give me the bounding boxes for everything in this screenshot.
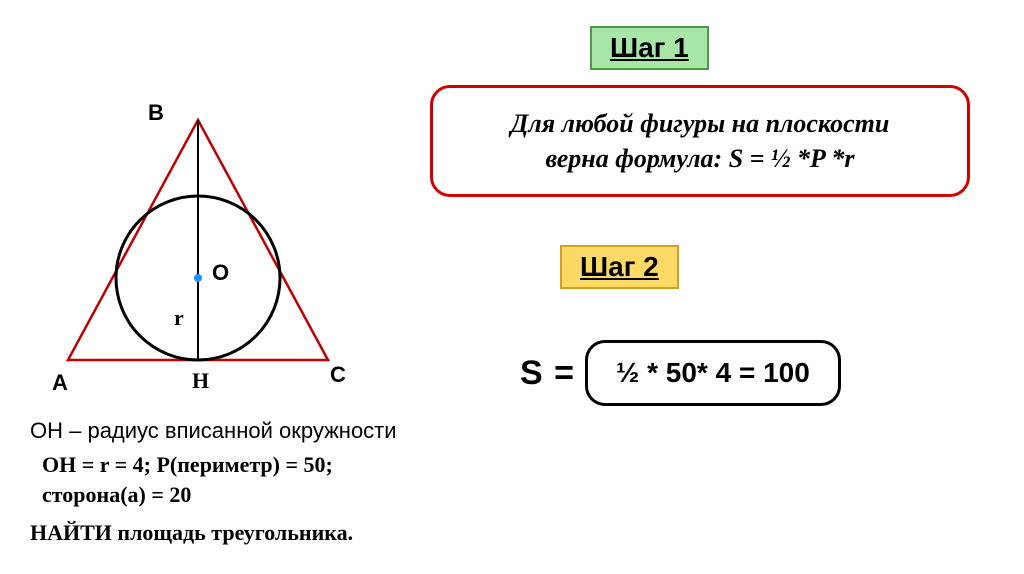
formula-line-2: верна формула: S = ½ *P *r — [453, 141, 947, 176]
s-equals-label: S = — [520, 354, 575, 393]
formula-box: Для любой фигуры на плоскости верна форм… — [430, 85, 970, 197]
vertex-b-label: B — [148, 100, 164, 126]
point-o-label: O — [212, 260, 229, 286]
vertex-c-label: C — [330, 362, 346, 388]
formula-line-1: Для любой фигуры на плоскости — [453, 106, 947, 141]
step-2-badge: Шаг 2 — [560, 245, 679, 289]
diagram-svg — [38, 110, 348, 410]
triangle-diagram: B A C H O r — [38, 110, 348, 410]
desc-radius: ОН – радиус вписанной окружности — [30, 418, 397, 444]
vertex-a-label: A — [52, 370, 68, 396]
calculation-box: ½ * 50* 4 = 100 — [585, 340, 841, 406]
desc-given-1: ОН = r = 4; P(периметр) = 50; — [42, 452, 333, 478]
desc-find: НАЙТИ площадь треугольника. — [30, 520, 353, 546]
desc-given-2: сторона(а) = 20 — [42, 482, 191, 508]
radius-r-label: r — [174, 305, 184, 331]
point-h-label: H — [192, 368, 209, 394]
calculation-row: S = ½ * 50* 4 = 100 — [520, 340, 841, 406]
step-1-badge: Шаг 1 — [590, 26, 709, 70]
